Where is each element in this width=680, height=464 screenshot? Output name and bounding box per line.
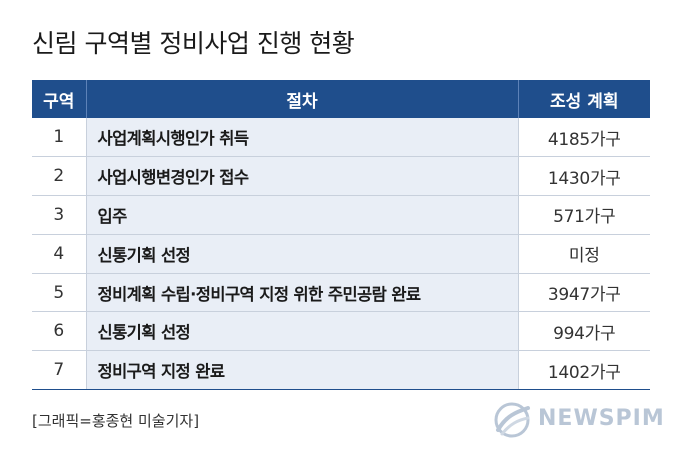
- newspim-logo-icon: [494, 402, 530, 438]
- process-cell: 입주: [86, 195, 519, 235]
- process-cell: 정비계획 수립·정비구역 지정 위한 주민공람 완료: [86, 273, 519, 313]
- table-row: 4 신통기획 선정 미정: [32, 234, 650, 274]
- process-cell: 사업시행변경인가 접수: [86, 156, 519, 197]
- zone-cell: 6: [32, 311, 87, 352]
- plan-cell: 4185가구: [518, 118, 650, 158]
- page-title: 신림 구역별 정비사업 진행 현황: [32, 29, 355, 58]
- newspim-logo: NEWSPIM: [492, 400, 664, 440]
- plan-cell: 994가구: [518, 311, 650, 352]
- plan-cell: 1430가구: [518, 156, 650, 197]
- process-cell: 신통기획 선정: [86, 311, 519, 352]
- process-cell: 사업계획시행인가 취득: [86, 118, 519, 158]
- table-row: 3 입주 571가구: [32, 195, 650, 235]
- zone-cell: 3: [32, 195, 87, 235]
- zone-cell: 2: [32, 156, 87, 197]
- table-row: 5 정비계획 수립·정비구역 지정 위한 주민공람 완료 3947가구: [32, 273, 650, 313]
- status-table: 구역 절차 조성 계획 1 사업계획시행인가 취득 4185가구 2 사업시행변…: [32, 80, 650, 391]
- plan-cell: 571가구: [518, 195, 650, 235]
- newspim-logo-text: NEWSPIM: [538, 406, 665, 431]
- zone-cell: 7: [32, 350, 87, 391]
- plan-cell: 미정: [518, 234, 650, 274]
- process-cell: 정비구역 지정 완료: [86, 350, 519, 391]
- table-row: 6 신통기획 선정 994가구: [32, 311, 650, 352]
- table-row: 7 정비구역 지정 완료 1402가구: [32, 350, 650, 391]
- graphic-credit: [그래픽=홍종현 미술기자]: [32, 412, 200, 430]
- zone-cell: 1: [32, 118, 87, 158]
- table-header-row: 구역 절차 조성 계획: [32, 80, 650, 118]
- table-row: 2 사업시행변경인가 접수 1430가구: [32, 156, 650, 197]
- plan-cell: 1402가구: [518, 350, 650, 391]
- process-cell: 신통기획 선정: [86, 234, 519, 274]
- header-plan: 조성 계획: [518, 80, 650, 118]
- zone-cell: 4: [32, 234, 87, 274]
- header-zone: 구역: [32, 80, 87, 118]
- plan-cell: 3947가구: [518, 273, 650, 313]
- zone-cell: 5: [32, 273, 87, 313]
- table-row: 1 사업계획시행인가 취득 4185가구: [32, 118, 650, 158]
- header-process: 절차: [86, 80, 519, 118]
